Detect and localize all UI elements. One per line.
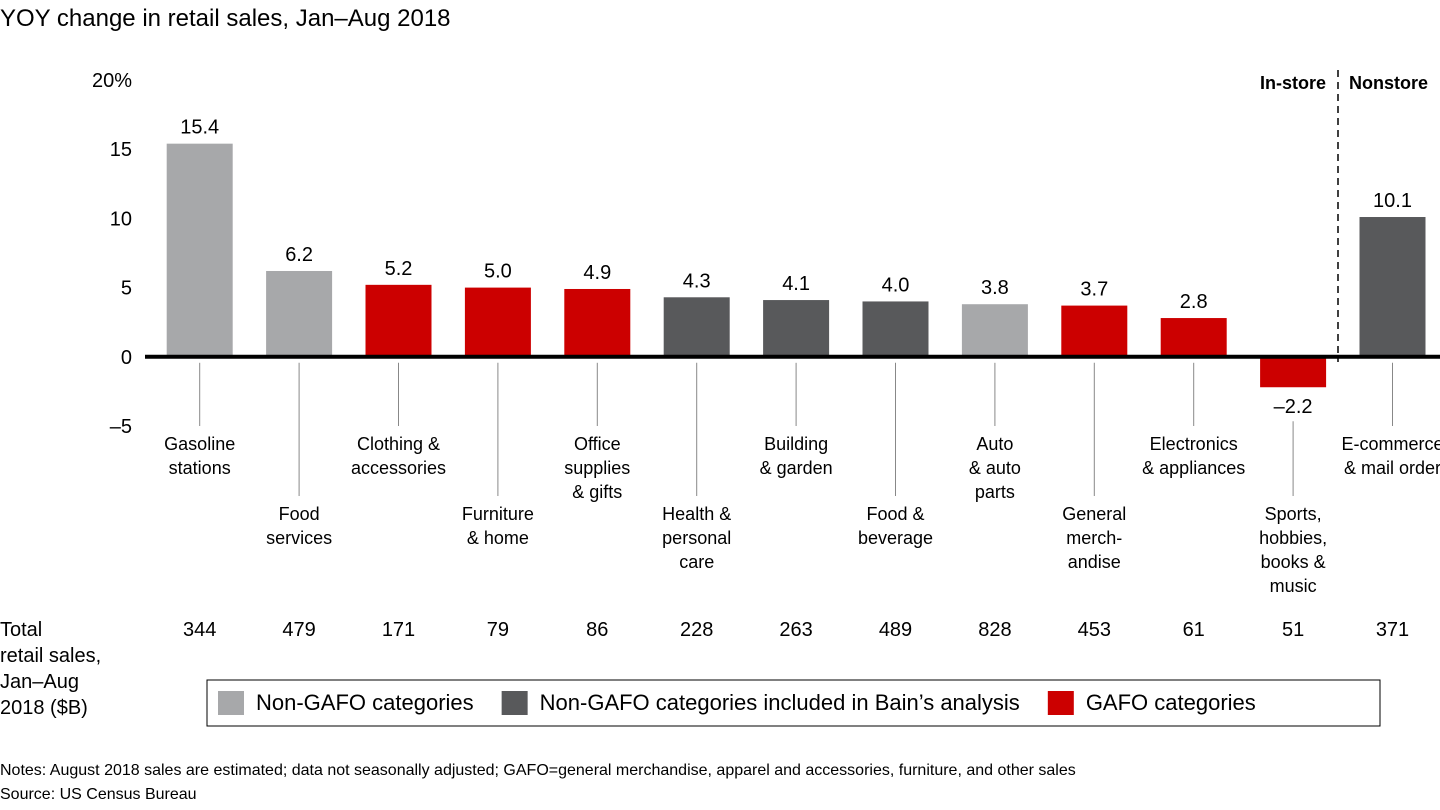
total-value: 453 <box>1078 619 1111 641</box>
value-label: 15.4 <box>180 117 219 139</box>
x-tick-label: E-commerce & mail order <box>1341 434 1440 478</box>
segment-label: In-store <box>1260 73 1326 93</box>
value-label: 4.1 <box>782 273 810 295</box>
x-tick-label: Building & garden <box>760 434 833 478</box>
x-tick-label: Food services <box>266 504 332 548</box>
chart-title: YOY change in retail sales, Jan–Aug 2018 <box>0 5 451 32</box>
value-label: 4.0 <box>882 274 910 296</box>
legend-label: Non-GAFO categories included in Bain’s a… <box>540 690 1020 715</box>
x-tick-label: Electronics & appliances <box>1142 434 1245 478</box>
bar <box>365 284 432 357</box>
x-tick-label: Gasoline stations <box>164 434 235 478</box>
total-value: 371 <box>1376 619 1409 641</box>
legend-swatch <box>501 691 528 715</box>
legend-swatch <box>1047 691 1074 715</box>
bar <box>1260 356 1327 388</box>
bar <box>1160 318 1227 357</box>
value-label: 3.7 <box>1080 279 1108 301</box>
source: Source: US Census Bureau <box>0 786 197 803</box>
y-tick-label: 15 <box>110 139 132 161</box>
y-tick-label: 0 <box>121 347 132 369</box>
x-tick-label: Sports, hobbies, books & music <box>1259 504 1327 596</box>
total-value: 344 <box>183 619 216 641</box>
total-value: 79 <box>487 619 509 641</box>
value-label: 5.2 <box>385 258 413 280</box>
x-tick-label: Clothing & accessories <box>351 434 446 478</box>
total-value: 263 <box>779 619 812 641</box>
total-value: 479 <box>282 619 315 641</box>
value-label: 5.0 <box>484 261 512 283</box>
value-label: 4.9 <box>583 262 611 284</box>
bar <box>564 288 631 357</box>
value-label: –2.2 <box>1274 396 1313 418</box>
segment-label: Nonstore <box>1349 73 1428 93</box>
y-tick-label: 5 <box>121 278 132 300</box>
legend-label: GAFO categories <box>1086 690 1256 715</box>
total-value: 489 <box>879 619 912 641</box>
legend-label: Non-GAFO categories <box>256 690 474 715</box>
x-tick-label: Furniture & home <box>462 504 534 548</box>
value-label: 10.1 <box>1373 190 1412 212</box>
totals-label: Total retail sales, Jan–Aug 2018 ($B) <box>0 619 101 719</box>
total-value: 61 <box>1183 619 1205 641</box>
y-tick-label: 10 <box>110 208 132 230</box>
legend-box <box>206 679 1381 727</box>
bar <box>961 304 1028 357</box>
x-tick-label: Health & personal care <box>662 504 731 572</box>
total-value: 171 <box>382 619 415 641</box>
value-label: 3.8 <box>981 277 1009 299</box>
y-tick-label: –5 <box>110 416 132 438</box>
total-value: 51 <box>1282 619 1304 641</box>
value-label: 6.2 <box>285 244 313 266</box>
total-value: 86 <box>586 619 608 641</box>
bar <box>763 300 830 357</box>
total-value: 228 <box>680 619 713 641</box>
total-value: 828 <box>978 619 1011 641</box>
x-tick-label: Office supplies & gifts <box>564 434 630 502</box>
x-tick-label: Auto & auto parts <box>969 434 1021 502</box>
bar <box>464 287 531 357</box>
bar <box>862 301 929 357</box>
y-tick-label: 20% <box>92 70 132 92</box>
value-label: 4.3 <box>683 270 711 292</box>
bar <box>266 270 333 357</box>
x-tick-label: General merch-andise <box>1062 504 1126 572</box>
bar <box>166 143 233 357</box>
bar <box>1061 305 1128 357</box>
x-tick-label: Food & beverage <box>858 504 933 548</box>
notes: Notes: August 2018 sales are estimated; … <box>0 762 1076 779</box>
bar <box>1359 217 1426 357</box>
legend-swatch <box>218 691 244 715</box>
value-label: 2.8 <box>1180 291 1208 313</box>
bar <box>663 297 730 357</box>
